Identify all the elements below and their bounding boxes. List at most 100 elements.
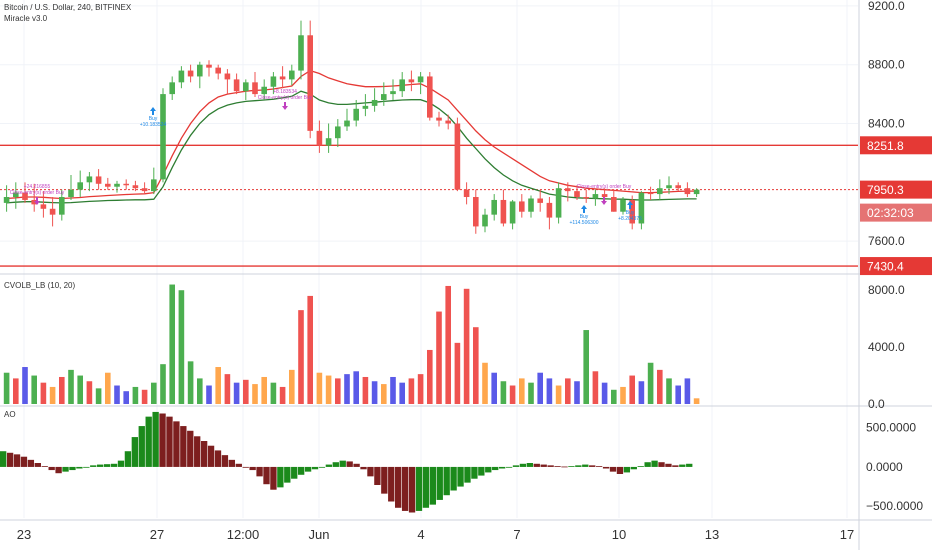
volume-bar: [519, 378, 525, 404]
volume-bar: [463, 288, 470, 404]
volume-bar: [601, 382, 608, 404]
candle-body: [325, 138, 332, 146]
volume-bar: [371, 381, 378, 404]
ao-bar: [159, 413, 166, 467]
candle-body: [445, 120, 451, 124]
ao-bar: [117, 460, 125, 467]
ao-bar: [97, 464, 104, 467]
signal-label: Buy: [626, 210, 635, 216]
candle-body: [390, 91, 396, 95]
ao-bar: [602, 466, 610, 469]
volume-bar: [123, 391, 129, 404]
ao-bar: [429, 466, 436, 505]
volume-bar: [537, 372, 543, 404]
indicator-name: Miracle v3.0: [4, 14, 48, 23]
signal-label: +8.183534: [273, 89, 297, 95]
close-arrow-icon: [282, 102, 288, 110]
candle-body: [601, 194, 608, 198]
volume-bar: [59, 376, 65, 404]
ao-bar: [367, 466, 374, 477]
volume-bar: [141, 389, 148, 404]
candle-body: [353, 108, 359, 121]
volume-bar: [482, 362, 488, 404]
ao-bar: [485, 466, 492, 473]
volume-tick-label: 8000.0: [868, 283, 905, 297]
candle-body: [197, 64, 203, 77]
strategy-signal[interactable]: Close-entry(s) order Buy: [577, 184, 632, 205]
upper-level-badge-bg: [860, 136, 932, 155]
candle-body: [555, 188, 562, 218]
candle-body: [620, 199, 626, 212]
ao-bar: [20, 456, 28, 467]
candle-body: [187, 70, 194, 77]
ao-bar: [76, 466, 83, 469]
ao-bar: [13, 454, 21, 467]
ao-bar: [27, 459, 35, 467]
ao-bar: [374, 466, 381, 485]
candle-body: [270, 76, 277, 87]
ao-bar: [672, 465, 679, 467]
candle-body: [454, 123, 461, 190]
ao-bar: [200, 441, 208, 467]
candle-body: [114, 183, 120, 187]
signal-label: Buy: [580, 214, 589, 220]
ao-bar: [270, 466, 277, 490]
strategy-signal[interactable]: Buy+8.204375: [618, 201, 642, 222]
ao-bar: [637, 466, 644, 467]
candle-body: [537, 198, 543, 203]
buy-arrow-icon: [627, 201, 633, 209]
volume-bar: [215, 367, 221, 404]
candle-body: [528, 198, 534, 212]
candle-body: [307, 35, 313, 131]
countdown-badge-text: 02:32:03: [867, 206, 914, 220]
volume-bar: [233, 382, 240, 404]
volume-bar: [381, 384, 387, 404]
volume-bar: [22, 367, 28, 404]
ao-bar: [436, 466, 443, 500]
ao-tick-label: −500.0000: [866, 499, 923, 513]
ao-bar: [284, 466, 291, 483]
volume-bar: [178, 290, 185, 404]
candle-body: [491, 199, 497, 215]
ao-bar: [658, 462, 665, 467]
candle-body: [574, 191, 580, 198]
candle-body: [77, 182, 83, 190]
signal-detail: +114.506300: [570, 220, 599, 226]
last-price-badge-text: 7950.3: [867, 183, 904, 197]
volume-bar: [666, 378, 672, 404]
signal-detail: +10.183534: [140, 122, 167, 128]
ao-bar: [533, 463, 540, 467]
volume-bar: [252, 384, 258, 404]
volume-bar: [399, 382, 405, 404]
ao-bar: [443, 466, 450, 496]
strategy-signal[interactable]: Buy+114.506300: [570, 205, 599, 226]
volume-bar: [408, 378, 415, 404]
candle-body: [417, 76, 424, 83]
countdown-badge: 02:32:03: [860, 203, 932, 222]
time-tick-label: 12:00: [227, 527, 260, 542]
candle-body: [169, 82, 175, 95]
last-price-badge: 7950.3: [860, 180, 932, 199]
ao-bar: [547, 465, 554, 467]
candle-body: [31, 199, 37, 205]
ao-bar: [492, 466, 499, 471]
ao-bar: [415, 466, 423, 511]
ao-bar: [194, 436, 201, 467]
time-tick-label: 7: [513, 527, 520, 542]
ao-bar: [332, 462, 339, 467]
price-tick-label: 7600.0: [868, 234, 905, 248]
ao-bar: [41, 466, 48, 467]
ao-bar: [339, 460, 346, 467]
candle-body: [123, 183, 129, 186]
time-tick-label: 13: [705, 527, 719, 542]
time-tick-label: 10: [612, 527, 626, 542]
strategy-signal[interactable]: Buy+10.183534: [140, 107, 167, 128]
volume-bar: [454, 342, 461, 404]
volume-bar: [270, 382, 277, 404]
volume-bar: [546, 378, 553, 404]
price-tick-label: 9200.0: [868, 0, 905, 13]
